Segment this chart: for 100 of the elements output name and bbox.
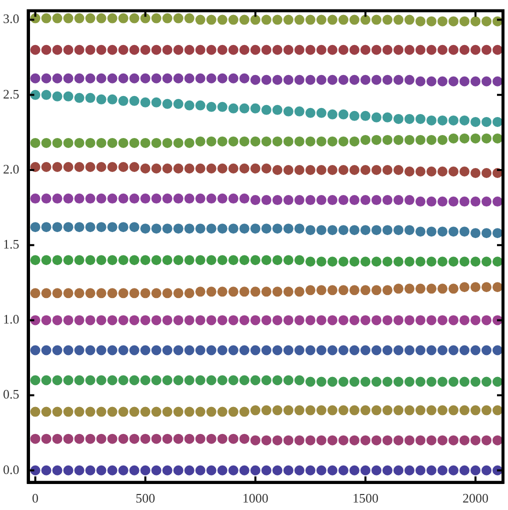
point [250,315,260,326]
point [173,224,184,234]
point [404,114,414,124]
point [294,435,304,446]
point [184,13,194,24]
point [459,44,470,55]
point [250,103,260,114]
point [470,76,480,86]
point [360,405,370,416]
point [371,74,382,85]
point [426,44,436,55]
point [349,44,360,55]
point [437,345,448,356]
point [426,405,436,416]
point [261,435,272,446]
point [250,14,260,25]
point [393,465,404,476]
point [448,405,458,416]
point [338,109,348,120]
y-tick-label: 3.0 [3,11,20,26]
point [393,165,404,176]
point [74,13,84,24]
point [338,405,348,416]
point [261,286,272,297]
point [118,138,128,148]
point [107,345,118,356]
point [283,224,294,234]
point [294,286,304,297]
point [316,345,326,356]
point [481,256,492,267]
point [195,255,206,266]
point [52,315,62,326]
point [459,315,470,326]
point [426,465,436,476]
point [239,14,250,25]
point [294,375,304,386]
point [107,94,118,104]
point [437,376,448,387]
point [305,44,316,55]
point [283,74,294,85]
point [261,375,272,386]
point [481,376,492,387]
point [305,435,316,446]
point [52,406,62,417]
point [360,74,370,85]
point [272,74,282,85]
point [272,255,282,266]
point [404,14,414,25]
point [371,225,382,236]
point [426,115,436,126]
point [470,345,480,356]
point [305,74,316,85]
point [470,315,480,326]
point [448,16,458,26]
point [415,435,426,446]
point [129,222,140,232]
point [129,406,140,417]
point [162,224,172,234]
point [393,14,404,25]
point [173,434,184,444]
point [382,256,392,267]
point [393,225,404,236]
point [437,76,448,86]
point [250,195,260,206]
point [250,224,260,234]
point [96,44,106,55]
point [272,44,282,55]
point [184,164,194,174]
point [195,224,206,234]
point [393,405,404,416]
point [294,255,304,266]
point [206,194,216,204]
point [327,405,338,416]
point [283,195,294,206]
point [437,196,448,207]
point [470,435,480,446]
point [283,136,294,146]
point [140,138,150,148]
point [41,315,52,326]
point [261,224,272,234]
point [294,345,304,356]
point [74,194,84,204]
point [382,44,392,55]
point [327,315,338,326]
point [74,288,84,298]
point [195,315,206,326]
point [217,73,228,84]
point [228,465,238,476]
point [360,110,370,121]
point [52,434,62,444]
point [217,406,228,417]
point [173,164,184,174]
point [30,255,40,266]
point [470,16,480,26]
point [371,405,382,416]
point [129,194,140,204]
point [305,195,316,206]
point [118,222,128,232]
point [338,256,348,267]
point [448,166,458,177]
